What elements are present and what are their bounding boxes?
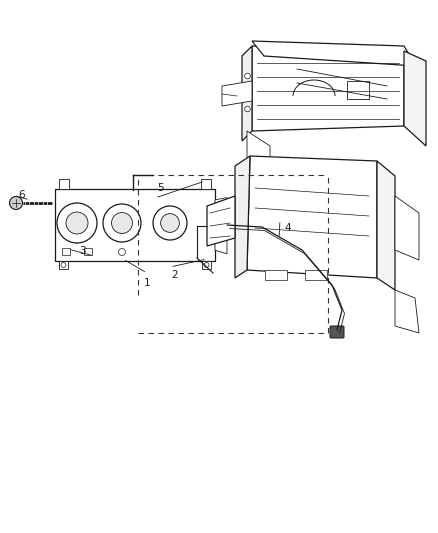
Text: 2: 2 bbox=[171, 270, 178, 280]
Bar bbox=[201, 179, 211, 189]
Text: 6: 6 bbox=[19, 190, 25, 200]
FancyBboxPatch shape bbox=[329, 326, 343, 338]
Polygon shape bbox=[241, 46, 251, 141]
Text: 4: 4 bbox=[284, 223, 291, 233]
Bar bbox=[201, 261, 211, 269]
Bar bbox=[55, 189, 215, 261]
Bar bbox=[265, 270, 286, 280]
Circle shape bbox=[160, 214, 179, 232]
Circle shape bbox=[118, 248, 125, 255]
Circle shape bbox=[244, 106, 250, 112]
Text: 1: 1 bbox=[143, 278, 150, 288]
Circle shape bbox=[10, 197, 22, 209]
Circle shape bbox=[204, 262, 208, 268]
Polygon shape bbox=[247, 156, 376, 278]
Circle shape bbox=[66, 212, 88, 234]
Text: 3: 3 bbox=[78, 246, 85, 256]
Circle shape bbox=[103, 204, 141, 242]
Circle shape bbox=[153, 206, 187, 240]
Circle shape bbox=[57, 203, 97, 243]
Polygon shape bbox=[207, 196, 234, 246]
Circle shape bbox=[244, 90, 250, 96]
Polygon shape bbox=[394, 290, 418, 333]
Polygon shape bbox=[215, 198, 226, 254]
Circle shape bbox=[111, 213, 132, 233]
Bar bbox=[346, 81, 368, 99]
Bar bbox=[59, 261, 68, 269]
Polygon shape bbox=[376, 161, 394, 290]
Bar bbox=[84, 248, 92, 255]
Text: 5: 5 bbox=[156, 183, 163, 193]
Bar bbox=[304, 270, 326, 280]
Polygon shape bbox=[251, 46, 403, 131]
Bar bbox=[59, 179, 69, 189]
Polygon shape bbox=[394, 196, 418, 260]
Polygon shape bbox=[251, 41, 415, 66]
Polygon shape bbox=[247, 131, 269, 176]
Polygon shape bbox=[403, 51, 425, 146]
Bar bbox=[62, 248, 70, 255]
Circle shape bbox=[61, 262, 66, 268]
Polygon shape bbox=[234, 156, 249, 278]
Circle shape bbox=[244, 73, 250, 79]
Polygon shape bbox=[222, 81, 251, 106]
